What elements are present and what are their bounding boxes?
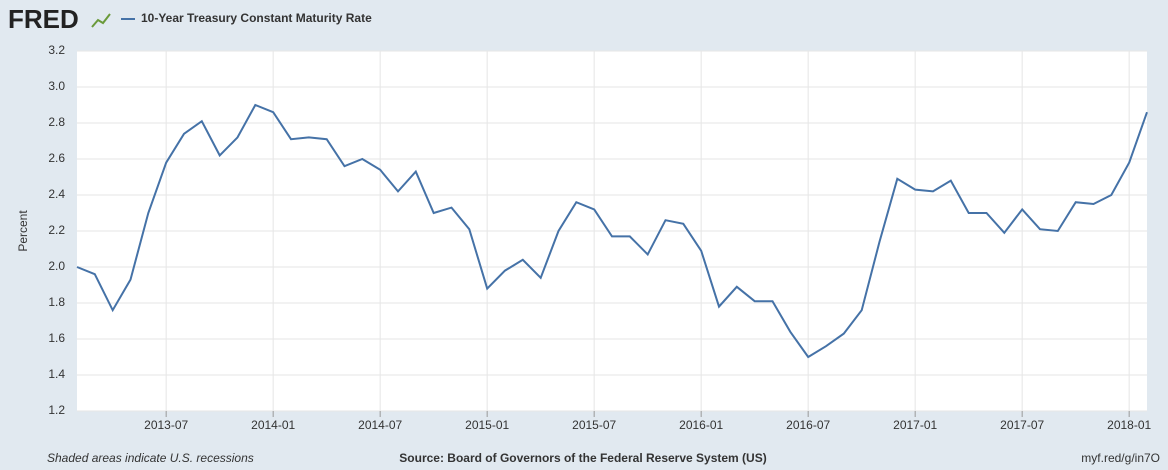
x-tick-label: 2014-07 xyxy=(358,418,402,432)
y-tick-label: 3.0 xyxy=(48,79,65,93)
series-line xyxy=(76,103,1148,359)
legend-label: 10-Year Treasury Constant Maturity Rate xyxy=(141,11,372,25)
source: Source: Board of Governors of the Federa… xyxy=(399,451,766,465)
y-tick-label: 1.8 xyxy=(48,295,65,309)
link[interactable]: myf.red/g/in7O xyxy=(1081,451,1160,465)
logo: FRED xyxy=(8,4,79,34)
y-tick-label: 2.2 xyxy=(48,223,65,237)
x-tick-label: 2015-07 xyxy=(572,418,616,432)
x-tick-label: 2016-01 xyxy=(679,418,723,432)
x-tick-label: 2014-01 xyxy=(251,418,295,432)
x-tick-label: 2013-07 xyxy=(144,418,188,432)
x-tick-label: 2018-01 xyxy=(1107,418,1151,432)
x-tick-label: 2016-07 xyxy=(786,418,830,432)
y-axis-label: Percent xyxy=(16,210,30,252)
y-tick-label: 2.4 xyxy=(48,187,65,201)
y-tick-label: 3.2 xyxy=(48,43,65,57)
y-tick-label: 1.2 xyxy=(48,403,65,417)
y-tick-label: 1.4 xyxy=(48,367,65,381)
x-tick-label: 2015-01 xyxy=(465,418,509,432)
y-tick-label: 2.6 xyxy=(48,151,65,165)
note: Shaded areas indicate U.S. recessions xyxy=(47,451,254,465)
y-tick-label: 2.8 xyxy=(48,115,65,129)
y-tick-label: 1.6 xyxy=(48,331,65,345)
y-tick-label: 2.0 xyxy=(48,259,65,273)
logo-icon xyxy=(91,13,111,28)
x-tick-label: 2017-01 xyxy=(893,418,937,432)
x-tick-label: 2017-07 xyxy=(1000,418,1044,432)
